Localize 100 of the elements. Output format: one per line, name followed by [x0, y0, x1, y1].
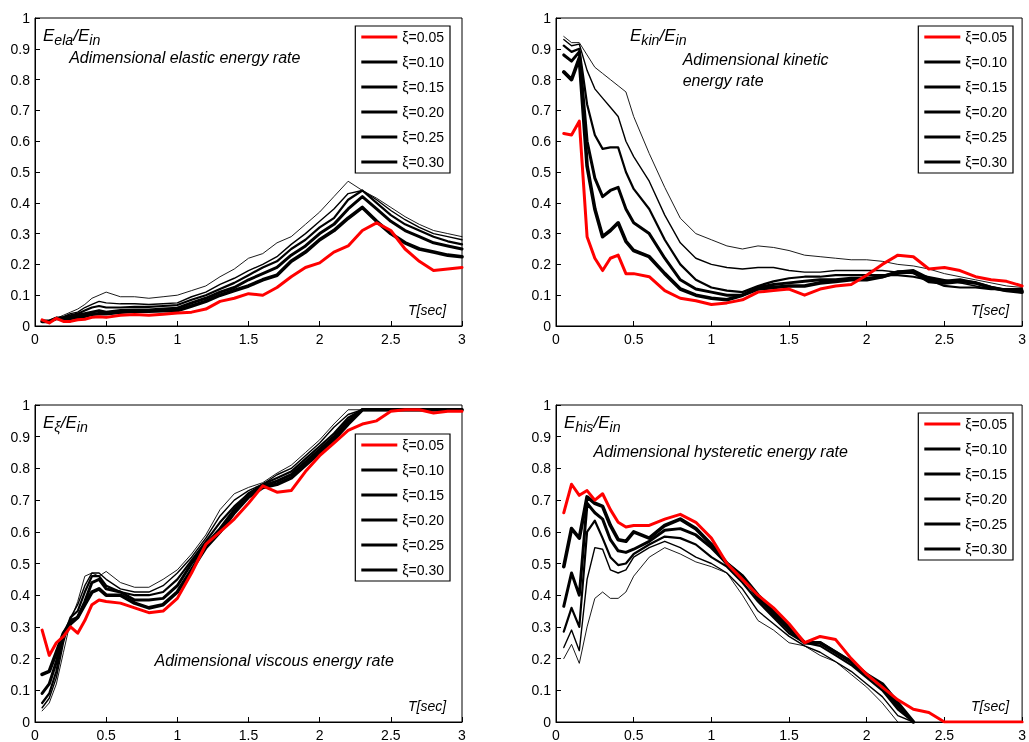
x-tick-label: 2.5: [381, 727, 401, 742]
y-tick-label: 0: [22, 318, 31, 334]
legend-label: ξ=0.10: [402, 462, 445, 478]
x-tick-label: 2.5: [934, 331, 955, 347]
legend-label: ξ=0.15: [402, 79, 445, 95]
x-tick-label: 1: [707, 331, 716, 347]
annotation: Adimensional elastic energy rate: [69, 48, 301, 67]
y-tick-label: 0.5: [531, 164, 552, 180]
x-tick-label: 3: [458, 331, 467, 347]
x-axis-title: T[sec]: [971, 698, 1010, 714]
y-tick-label: 0.9: [531, 40, 552, 57]
x-tick-label: 0.5: [96, 727, 117, 742]
y-tick-label: 0.5: [10, 164, 31, 180]
y-tick-label: 0.7: [10, 492, 31, 509]
annotation: Adimensional viscous energy rate: [154, 652, 394, 671]
legend-label: ξ=0.05: [402, 29, 445, 45]
legend-label: ξ=0.30: [402, 562, 445, 578]
x-tick-label: 2.5: [381, 331, 401, 347]
y-tick-label: 0.8: [10, 71, 31, 88]
legend-label: ξ=0.15: [402, 487, 445, 503]
y-tick-label: 0.1: [10, 287, 31, 304]
y-tick-label: 1: [543, 397, 552, 413]
y-tick-label: 0.8: [531, 460, 552, 477]
legend-label: ξ=0.25: [965, 129, 1008, 145]
y-tick-label: 0.7: [10, 102, 31, 119]
x-tick-label: 2: [862, 727, 871, 742]
legend-label: ξ=0.15: [965, 79, 1008, 95]
x-tick-label: 1.5: [238, 727, 259, 742]
y-tick-label: 0.9: [10, 40, 31, 57]
legend-label: ξ=0.20: [965, 491, 1008, 507]
x-tick-label: 3: [458, 727, 467, 742]
legend-label: ξ=0.10: [965, 54, 1008, 70]
x-tick-label: 0.5: [623, 331, 644, 347]
y-tick-label: 0: [543, 714, 552, 730]
y-tick-label: 0.3: [531, 618, 552, 635]
y-axis-title: E$_{ξ}$/E$_{in}$: [43, 413, 88, 436]
y-tick-label: 0.6: [531, 523, 552, 540]
legend-label: ξ=0.10: [402, 54, 445, 70]
legend-label: ξ=0.25: [402, 537, 445, 553]
legend-label: ξ=0.30: [402, 154, 445, 170]
y-tick-label: 0.4: [10, 194, 31, 211]
y-tick-label: 1: [22, 10, 31, 26]
annotation: Adimensional hysteretic energy rate: [593, 443, 848, 462]
x-tick-label: 1: [707, 727, 716, 742]
legend-label: ξ=0.05: [402, 437, 445, 453]
y-tick-label: 0.6: [10, 523, 31, 540]
x-axis-title: T[sec]: [408, 698, 447, 714]
y-tick-label: 0.2: [531, 256, 552, 273]
x-tick-label: 0.5: [623, 727, 644, 742]
x-tick-label: 2: [315, 727, 324, 742]
x-tick-label: 1: [173, 727, 182, 742]
legend-label: ξ=0.10: [965, 441, 1008, 457]
x-tick-label: 1.5: [779, 727, 799, 742]
y-tick-label: 0.1: [10, 682, 31, 699]
legend-label: ξ=0.20: [965, 104, 1008, 120]
legend-label: ξ=0.15: [965, 466, 1008, 482]
x-tick-label: 2: [862, 331, 871, 347]
y-tick-label: 0.8: [531, 71, 552, 88]
y-axis-title: E$_{kin}$/E$_{in}$: [630, 26, 687, 49]
legend-label: ξ=0.05: [965, 416, 1008, 432]
y-tick-label: 0.1: [531, 682, 552, 699]
y-tick-label: 0.2: [10, 650, 31, 667]
y-tick-label: 0.2: [10, 256, 31, 273]
y-tick-label: 0.8: [10, 460, 31, 477]
y-axis-title: E$_{ela}$/E$_{in}$: [43, 26, 101, 49]
y-tick-label: 0.4: [531, 587, 552, 604]
legend-label: ξ=0.25: [402, 129, 445, 145]
y-tick-label: 0: [22, 714, 31, 730]
x-tick-label: 3: [1018, 727, 1027, 742]
x-tick-label: 3: [1018, 331, 1027, 347]
x-tick-label: 2: [315, 331, 324, 347]
x-tick-label: 1.5: [238, 331, 259, 347]
legend-label: ξ=0.30: [965, 154, 1008, 170]
y-tick-label: 0.3: [531, 225, 552, 242]
legend-label: ξ=0.05: [965, 29, 1008, 45]
x-tick-label: 0.5: [96, 331, 117, 347]
annotation: Adimensional kinetic energy rate: [682, 49, 830, 92]
y-axis-title: E$_{his}$/E$_{in}$: [564, 413, 621, 436]
legend-label: ξ=0.30: [965, 541, 1008, 557]
y-tick-label: 0.1: [531, 287, 552, 304]
y-tick-label: 1: [543, 10, 552, 26]
y-tick-label: 0.3: [10, 618, 31, 635]
legend-label: ξ=0.20: [402, 104, 445, 120]
y-tick-label: 0.7: [531, 102, 552, 119]
legend-label: ξ=0.25: [965, 516, 1008, 532]
y-tick-label: 1: [22, 397, 31, 413]
x-axis-title: T[sec]: [408, 302, 447, 318]
y-tick-label: 0.4: [10, 587, 31, 604]
y-tick-label: 0.5: [531, 555, 552, 572]
y-tick-label: 0.5: [10, 555, 31, 572]
legend-label: ξ=0.20: [402, 512, 445, 528]
x-tick-label: 1.5: [779, 331, 799, 347]
x-tick-label: 2.5: [934, 727, 955, 742]
x-tick-label: 1: [173, 331, 182, 347]
y-tick-label: 0.2: [531, 650, 552, 667]
y-tick-label: 0.6: [531, 133, 552, 150]
y-tick-label: 0.9: [531, 428, 552, 445]
y-tick-label: 0.6: [10, 133, 31, 150]
y-tick-label: 0.4: [531, 194, 552, 211]
y-tick-label: 0: [543, 318, 552, 334]
